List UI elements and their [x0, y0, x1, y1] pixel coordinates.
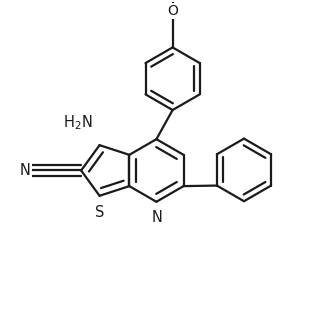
Text: O: O [167, 4, 178, 18]
Text: H$_2$N: H$_2$N [63, 113, 92, 132]
Text: N: N [20, 163, 31, 178]
Text: S: S [95, 205, 104, 220]
Text: H$_2$N: H$_2$N [63, 113, 92, 132]
Text: N: N [152, 210, 163, 225]
